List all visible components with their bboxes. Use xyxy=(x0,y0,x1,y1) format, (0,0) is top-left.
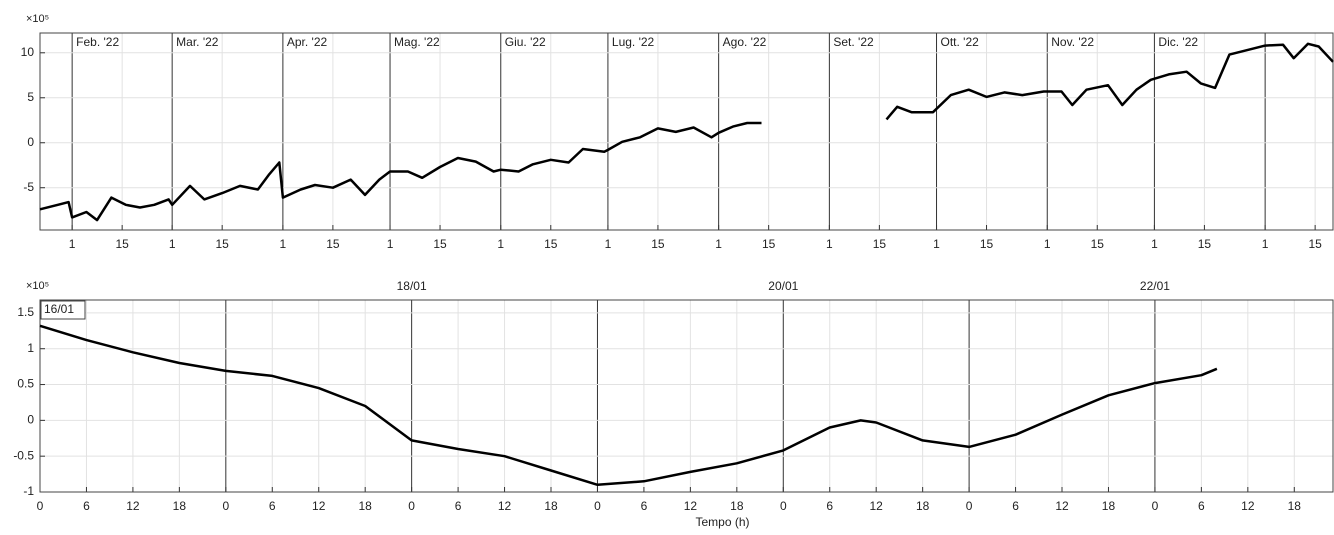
x-tick-label: 12 xyxy=(498,499,512,513)
y-tick-label: -5 xyxy=(23,180,34,194)
x-tick-label: 18 xyxy=(1102,499,1116,513)
data-line xyxy=(39,42,1334,222)
x-tick-label: 1 xyxy=(69,237,76,251)
x-tick-label: 1 xyxy=(1044,237,1051,251)
x-tick-label: 0 xyxy=(966,499,973,513)
month-label: Lug. '22 xyxy=(612,35,655,49)
x-tick-label: 1 xyxy=(169,237,176,251)
x-tick-label: 6 xyxy=(826,499,833,513)
x-tick-label: 18 xyxy=(1288,499,1302,513)
x-tick-label: 15 xyxy=(326,237,340,251)
month-label: Giu. '22 xyxy=(505,35,546,49)
label-box xyxy=(40,300,86,320)
x-tick-label: 0 xyxy=(1152,499,1159,513)
x-tick-label: 15 xyxy=(980,237,994,251)
x-tick-label: 1 xyxy=(497,237,504,251)
month-label: Set. '22 xyxy=(833,35,874,49)
x-tick-label: 1 xyxy=(933,237,940,251)
day-label: 22/01 xyxy=(1140,279,1170,293)
x-tick-label: 12 xyxy=(312,499,326,513)
x-tick-label: 6 xyxy=(1198,499,1205,513)
plot-frame xyxy=(39,32,1334,231)
y-multiplier: ×10⁵ xyxy=(26,13,49,25)
x-tick-label: 15 xyxy=(433,237,447,251)
month-label: Apr. '22 xyxy=(287,35,328,49)
x-tick-label: 12 xyxy=(126,499,140,513)
x-tick-label: 1 xyxy=(1151,237,1158,251)
day-label: 16/01 xyxy=(44,302,74,316)
x-tick-label: 0 xyxy=(408,499,415,513)
month-label: Feb. '22 xyxy=(76,35,119,49)
x-tick-label: 1 xyxy=(387,237,394,251)
x-tick-label: 1 xyxy=(826,237,833,251)
plot-frame xyxy=(39,299,1334,493)
x-tick-label: 18 xyxy=(544,499,558,513)
x-tick-label: 1 xyxy=(605,237,612,251)
x-tick-label: 18 xyxy=(359,499,373,513)
y-tick-label: 0 xyxy=(27,135,34,149)
x-tick-label: 0 xyxy=(594,499,601,513)
plot-area xyxy=(40,300,1333,492)
x-tick-label: 6 xyxy=(83,499,90,513)
y-tick-label: 5 xyxy=(27,90,34,104)
x-tick-label: 12 xyxy=(1241,499,1255,513)
x-tick-label: 15 xyxy=(1091,237,1105,251)
x-tick-label: 15 xyxy=(544,237,558,251)
x-tick-label: 15 xyxy=(1308,237,1322,251)
x-axis-label: Tempo (h) xyxy=(695,515,749,529)
x-tick-label: 6 xyxy=(269,499,276,513)
x-tick-label: 12 xyxy=(684,499,698,513)
month-label: Nov. '22 xyxy=(1051,35,1094,49)
month-label: Mar. '22 xyxy=(176,35,219,49)
y-tick-label: 0.5 xyxy=(17,377,34,391)
x-tick-label: 0 xyxy=(780,499,787,513)
x-tick-label: 1 xyxy=(715,237,722,251)
x-tick-label: 15 xyxy=(762,237,776,251)
x-tick-label: 12 xyxy=(1055,499,1069,513)
x-tick-label: 6 xyxy=(641,499,648,513)
x-tick-label: 15 xyxy=(1198,237,1212,251)
y-tick-label: 10 xyxy=(21,45,35,59)
y-tick-label: -0.5 xyxy=(13,448,34,462)
x-tick-label: 15 xyxy=(215,237,229,251)
x-tick-label: 0 xyxy=(37,499,44,513)
x-tick-label: 18 xyxy=(730,499,744,513)
y-tick-label: 1 xyxy=(27,341,34,355)
y-tick-label: 0 xyxy=(27,413,34,427)
x-tick-label: 6 xyxy=(455,499,462,513)
day-label: 18/01 xyxy=(397,279,427,293)
x-tick-label: 15 xyxy=(115,237,129,251)
x-tick-label: 12 xyxy=(870,499,884,513)
y-tick-label: 1.5 xyxy=(17,305,34,319)
data-line xyxy=(39,324,1218,487)
month-label: Ago. '22 xyxy=(723,35,767,49)
x-tick-label: 18 xyxy=(173,499,187,513)
x-tick-label: 0 xyxy=(222,499,229,513)
x-tick-label: 1 xyxy=(280,237,287,251)
y-tick-label: -1 xyxy=(23,484,34,498)
x-tick-label: 15 xyxy=(873,237,887,251)
x-tick-label: 15 xyxy=(651,237,665,251)
y-multiplier: ×10⁵ xyxy=(26,280,49,292)
month-label: Mag. '22 xyxy=(394,35,440,49)
plot-area xyxy=(40,33,1333,230)
x-tick-label: 18 xyxy=(916,499,930,513)
day-label: 20/01 xyxy=(768,279,798,293)
x-tick-label: 6 xyxy=(1012,499,1019,513)
month-label: Dic. '22 xyxy=(1158,35,1198,49)
month-label: Ott. '22 xyxy=(941,35,980,49)
x-tick-label: 1 xyxy=(1262,237,1269,251)
